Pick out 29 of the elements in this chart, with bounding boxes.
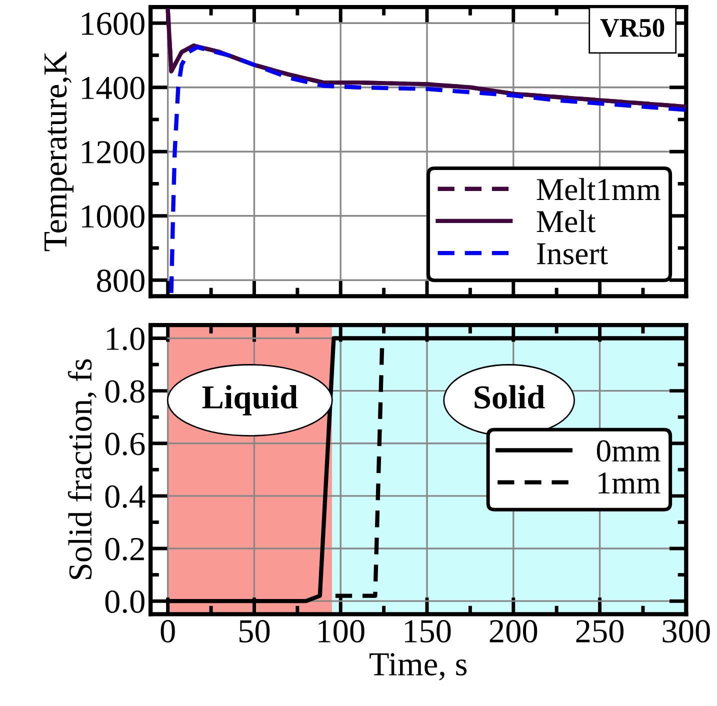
y-tick-label: 800 [96, 270, 144, 292]
x-tick-label: 50 [240, 620, 270, 643]
y-tick-label: 1000 [82, 205, 144, 228]
legend-label: Melt1mm [536, 178, 660, 200]
y-tick-label: 1400 [82, 76, 144, 100]
x-tick-label: 300 [662, 620, 710, 643]
y-tick-label: 1.0 [106, 328, 144, 350]
band-label: Liquid [202, 385, 298, 416]
y-tick-label: 0.6 [105, 432, 145, 456]
y-tick-label: 0.4 [105, 485, 146, 508]
y-axis-title: Solid fraction, fs [68, 359, 97, 579]
y-tick-label: 0.8 [105, 380, 144, 403]
x-tick-label: 200 [490, 620, 538, 643]
y-tick-label: 1600 [82, 12, 144, 36]
y-tick-label: 0.2 [105, 538, 144, 561]
legend-label: 1mm [598, 472, 660, 494]
y-tick-label: 0.0 [105, 590, 144, 614]
y-axis-title: Temperature,K [44, 52, 74, 252]
legend-label: Melt [536, 210, 596, 232]
x-tick-label: 0 [160, 620, 175, 643]
band-label: Solid [474, 385, 545, 409]
x-tick-label: 250 [576, 620, 624, 643]
y-tick-label: 1200 [82, 141, 144, 164]
annotation: VR50 [600, 18, 664, 38]
x-tick-label: 150 [404, 620, 451, 643]
x-tick-label: 100 [318, 620, 364, 643]
legend-label: 0mm [596, 440, 660, 462]
legend-label: Insert [537, 243, 608, 264]
x-axis-title: Time, s [370, 653, 467, 680]
